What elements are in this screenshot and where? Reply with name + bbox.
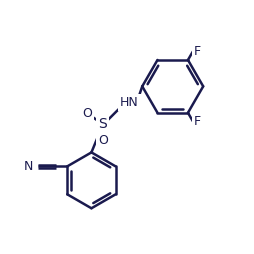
Text: S: S — [99, 117, 107, 132]
Text: O: O — [82, 106, 92, 120]
Text: N: N — [24, 160, 33, 173]
Text: HN: HN — [120, 96, 139, 109]
Text: F: F — [194, 45, 201, 58]
Text: O: O — [98, 134, 108, 148]
Text: F: F — [194, 115, 201, 128]
